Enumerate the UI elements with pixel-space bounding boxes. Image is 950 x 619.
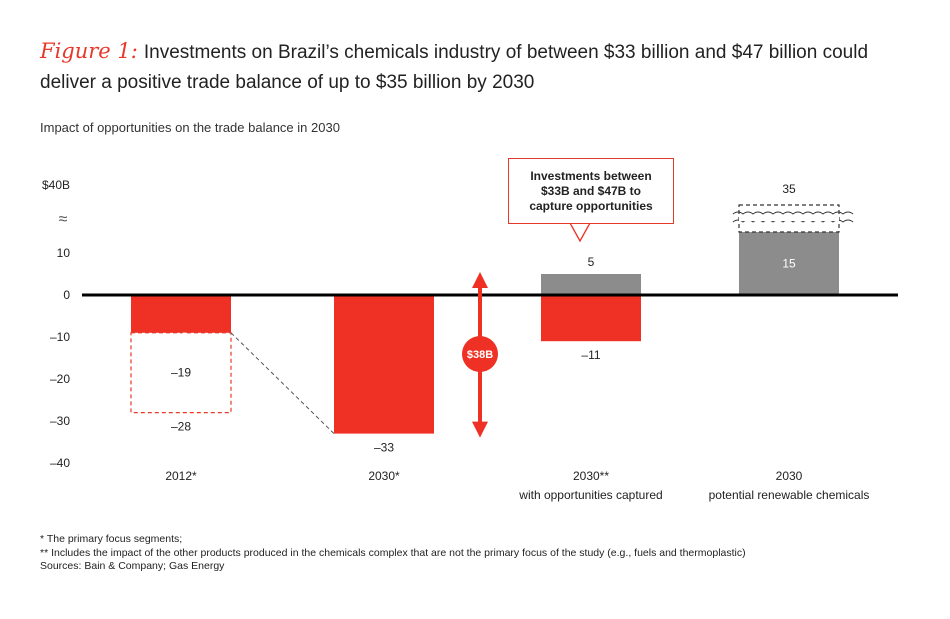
y-tick-label: –30 xyxy=(50,414,70,428)
category-label: 2030** xyxy=(573,469,609,483)
data-label: 35 xyxy=(782,182,796,196)
data-label: –28 xyxy=(171,420,191,434)
axis-break-wave xyxy=(732,219,854,223)
category-label: 2012* xyxy=(165,469,197,483)
axis-break-wave xyxy=(732,211,854,215)
y-tick-label: –20 xyxy=(50,372,70,386)
y-tick-label: –40 xyxy=(50,456,70,470)
break-gap xyxy=(739,215,839,221)
data-label: 5 xyxy=(588,255,595,269)
chart-title: Figure 1: Investments on Brazil’s chemica… xyxy=(40,36,920,98)
y-tick-label: 0 xyxy=(63,288,70,302)
data-label: –9 xyxy=(174,330,188,344)
bar xyxy=(131,295,231,333)
data-label: –33 xyxy=(374,441,394,455)
category-label: 2030 xyxy=(776,469,803,483)
title-text: Investments on Brazil’s chemicals indust… xyxy=(40,42,869,93)
bar xyxy=(541,274,641,295)
investment-annotation: Investments between $33B and $47B to cap… xyxy=(508,158,674,224)
callout-tail xyxy=(568,222,592,243)
category-sublabel: potential renewable chemicals xyxy=(709,488,870,502)
bar-outline xyxy=(130,332,232,414)
gap-arrow-head-down xyxy=(472,421,488,438)
data-label: –11 xyxy=(581,348,600,362)
data-label: –19 xyxy=(171,366,191,380)
bar xyxy=(541,295,641,342)
footnote-2: ** Includes the impact of the other prod… xyxy=(40,546,746,559)
bar xyxy=(334,295,434,434)
footnote-1: * The primary focus segments; xyxy=(40,533,183,545)
gap-label: $38B xyxy=(467,349,493,361)
y-tick-label: –10 xyxy=(50,330,70,344)
footnotes: * The primary focus segments; ** Include… xyxy=(40,533,746,574)
y-tick-label: 10 xyxy=(57,246,71,260)
gap-badge xyxy=(462,336,498,372)
chart-subtitle: Impact of opportunities on the trade bal… xyxy=(40,120,340,135)
y-tick-label: $40B xyxy=(42,178,70,192)
sources: Sources: Bain & Company; Gas Energy xyxy=(40,560,225,572)
bar xyxy=(739,232,839,295)
gap-arrow-head-up xyxy=(472,272,488,288)
y-axis-break: ≈ xyxy=(59,211,68,228)
category-sublabel: with opportunities captured xyxy=(518,488,662,502)
figure-label: Figure 1: xyxy=(40,39,138,63)
data-label: 15 xyxy=(782,257,796,271)
category-label: 2030* xyxy=(368,469,400,483)
connector-line xyxy=(230,332,335,434)
